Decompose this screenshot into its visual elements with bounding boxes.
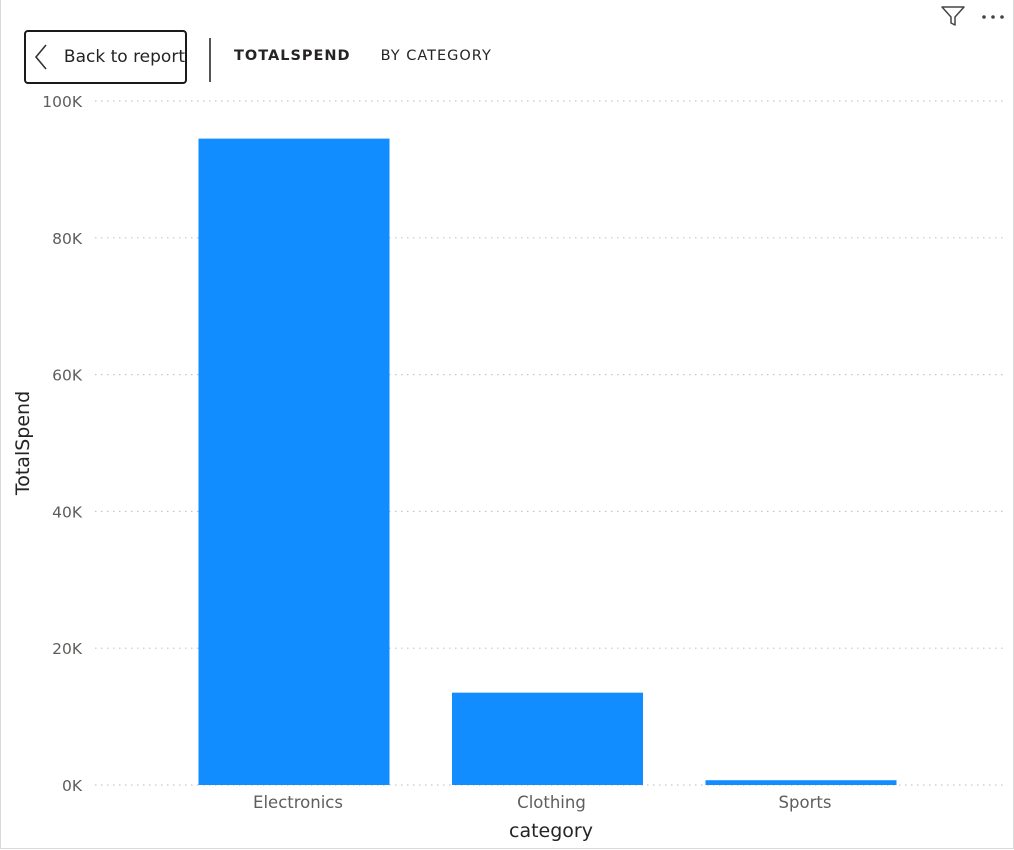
bar-clothing[interactable] — [452, 692, 643, 785]
title-measure: TOTALSPEND — [234, 48, 351, 64]
bar-sports[interactable] — [705, 780, 897, 785]
y-tick-label: 40K — [52, 503, 83, 521]
chevron-left-icon — [28, 43, 54, 71]
x-tick-label: Electronics — [253, 793, 343, 812]
back-to-report-button[interactable]: Back to report — [24, 30, 187, 84]
bar-electronics[interactable] — [198, 138, 390, 785]
y-axis-title: TotalSpend — [12, 391, 34, 496]
back-to-report-label: Back to report — [63, 47, 185, 67]
more-options-icon[interactable] — [980, 4, 1006, 28]
x-tick-label: Sports — [779, 793, 832, 812]
y-tick-label: 60K — [52, 367, 83, 385]
y-tick-label: 80K — [52, 230, 83, 248]
y-tick-label: 20K — [52, 640, 83, 658]
x-tick-label: Clothing — [517, 793, 586, 812]
y-tick-label: 100K — [42, 93, 83, 111]
title-by-category: BY CATEGORY — [380, 48, 492, 64]
visual-header-icons — [940, 4, 1006, 28]
visual-title: TOTALSPEND BY CATEGORY — [234, 48, 492, 64]
filter-icon[interactable] — [940, 4, 966, 28]
y-tick-label: 0K — [62, 777, 83, 795]
x-axis-title: category — [509, 820, 593, 842]
header-divider — [209, 38, 211, 82]
